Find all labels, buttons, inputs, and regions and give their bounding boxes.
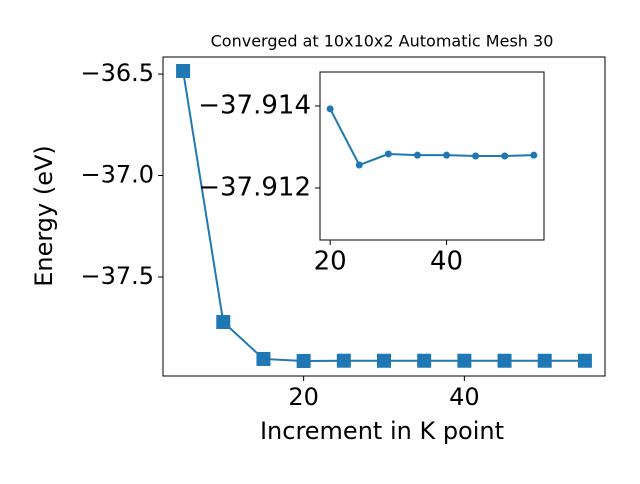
y-tick-label: −37.5 [80,262,154,290]
marker [577,353,592,368]
marker [216,315,231,330]
marker [355,161,363,169]
marker [176,64,191,79]
marker [377,353,391,368]
marker [537,353,552,368]
marker [417,353,432,368]
y-tick-label: −36.5 [80,59,154,87]
marker [296,353,311,368]
marker [501,152,509,160]
x-tick-label: 40 [430,247,463,277]
marker [530,151,538,159]
marker [326,105,334,113]
x-axis-label: Increment in K point [260,417,504,445]
y-tick-label: −37.0 [80,161,154,189]
marker [497,353,512,368]
marker [336,353,351,368]
marker [384,150,392,158]
x-tick-label: 20 [288,383,319,411]
marker [413,151,421,159]
x-tick-label: 20 [314,247,347,277]
line [329,108,534,167]
y-tick-label: −37.912 [198,172,311,202]
y-tick-label: −37.914 [198,91,311,121]
chart-title: Converged at 10x10x2 Automatic Mesh 30 [211,32,554,51]
marker [472,152,480,160]
x-tick-label: 40 [449,383,480,411]
marker [256,351,271,366]
marker [457,353,472,368]
marker [443,151,451,159]
y-axis-label: Energy (eV) [30,145,58,287]
